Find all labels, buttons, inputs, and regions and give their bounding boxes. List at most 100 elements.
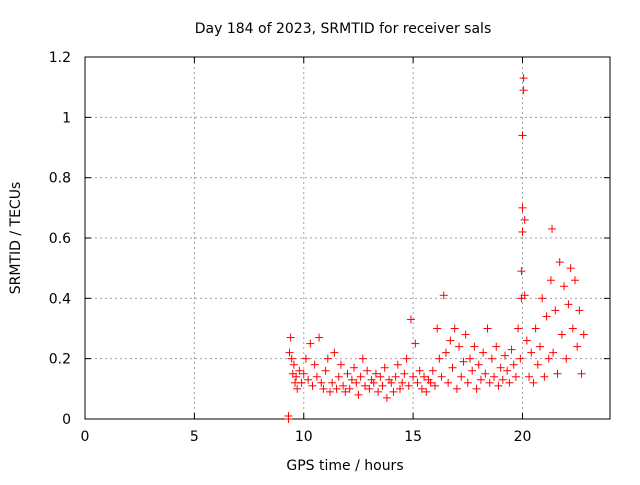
y-tick-label: 1.2: [49, 50, 71, 66]
data-point: [452, 384, 461, 393]
data-point: [371, 369, 380, 378]
data-point: [334, 372, 343, 381]
data-point: [518, 131, 527, 140]
data-point: [518, 227, 527, 236]
data-point: [507, 345, 516, 354]
data-point: [466, 354, 474, 363]
data-point: [479, 348, 488, 357]
data-point: [450, 324, 459, 333]
y-tick-label: 0.6: [49, 231, 71, 247]
data-point: [393, 360, 402, 369]
data-point: [470, 342, 479, 351]
data-point: [310, 360, 319, 369]
data-point: [490, 372, 499, 381]
data-point: [297, 378, 306, 387]
data-point: [358, 354, 367, 363]
y-tick-label: 0.8: [49, 171, 71, 187]
data-point: [308, 381, 317, 390]
data-point: [571, 276, 579, 285]
data-point: [553, 369, 562, 378]
data-point: [546, 276, 555, 285]
data-point: [441, 348, 450, 357]
data-point: [356, 372, 365, 381]
data-point: [514, 324, 523, 333]
data-point: [517, 267, 526, 276]
data-point: [287, 354, 296, 363]
data-point: [380, 363, 389, 372]
data-point: [306, 339, 315, 348]
data-point: [549, 348, 558, 357]
data-point: [538, 294, 547, 303]
data-point: [345, 384, 354, 393]
data-point: [555, 258, 564, 267]
data-point: [575, 306, 584, 315]
data-point: [382, 393, 391, 402]
x-axis-title: GPS time / hours: [286, 458, 403, 474]
data-point: [494, 381, 503, 390]
data-point: [461, 330, 470, 339]
data-point: [343, 369, 352, 378]
data-point: [448, 363, 457, 372]
data-point: [548, 224, 557, 233]
data-point: [299, 369, 308, 378]
data-point: [562, 354, 571, 363]
data-point: [292, 372, 301, 381]
y-axis-title: SRMTID / TECUs: [8, 182, 24, 295]
x-tick-label: 15: [404, 429, 422, 445]
data-point: [498, 375, 507, 384]
data-point: [518, 203, 527, 212]
data-point: [455, 342, 464, 351]
data-point: [540, 372, 549, 381]
data-point: [483, 324, 492, 333]
data-point: [505, 378, 514, 387]
data-point: [426, 378, 435, 387]
data-point: [519, 74, 528, 83]
data-point: [411, 339, 420, 348]
data-point: [404, 381, 413, 390]
data-point: [326, 387, 334, 396]
data-point: [511, 372, 520, 381]
data-point: [420, 372, 429, 381]
data-point: [376, 372, 385, 381]
data-point: [476, 375, 485, 384]
data-point: [339, 381, 348, 390]
data-point: [363, 366, 372, 375]
data-point: [400, 369, 409, 378]
data-point: [527, 348, 536, 357]
data-point: [485, 378, 494, 387]
data-point: [573, 342, 582, 351]
data-point: [520, 291, 529, 300]
data-point: [492, 342, 501, 351]
data-point: [365, 384, 374, 393]
data-point: [503, 366, 512, 375]
data-point: [433, 324, 442, 333]
data-point: [481, 369, 490, 378]
data-point: [330, 348, 339, 357]
data-point: [415, 366, 424, 375]
data-point: [519, 86, 528, 95]
data-point: [439, 291, 448, 300]
data-point: [417, 384, 426, 393]
data-point: [352, 378, 361, 387]
data-point: [577, 369, 586, 378]
data-point: [317, 378, 326, 387]
data-point: [391, 372, 400, 381]
data-point: [529, 378, 538, 387]
data-point: [435, 354, 444, 363]
data-point: [444, 378, 453, 387]
data-point: [387, 378, 396, 387]
data-point: [285, 348, 294, 357]
data-point: [474, 360, 483, 369]
y-tick-label: 0.4: [49, 291, 71, 307]
data-point: [402, 354, 411, 363]
data-point: [487, 354, 496, 363]
data-point: [457, 372, 466, 381]
data-point: [286, 333, 295, 342]
data-point: [431, 381, 439, 390]
data-point: [304, 375, 313, 384]
data-point: [542, 312, 551, 321]
data-point: [328, 378, 337, 387]
x-tick-label: 0: [81, 429, 90, 445]
